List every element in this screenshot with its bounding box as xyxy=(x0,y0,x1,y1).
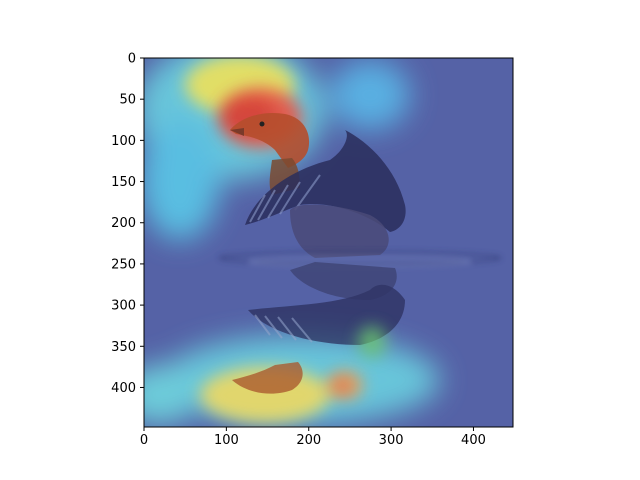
y-tick-label: 350 xyxy=(111,340,136,355)
x-axis: 0 100 200 300 400 xyxy=(140,427,486,448)
heatmap-image xyxy=(144,58,513,427)
y-tick-label: 0 xyxy=(128,52,136,67)
bird-body xyxy=(290,204,389,258)
bird-beak xyxy=(230,128,244,136)
y-tick-label: 400 xyxy=(111,381,136,396)
x-tick-label: 100 xyxy=(214,433,239,448)
y-tick-label: 250 xyxy=(111,257,136,272)
x-tick-label: 400 xyxy=(461,433,486,448)
reflection-head xyxy=(232,362,303,394)
bird-eye xyxy=(259,121,265,127)
y-tick-label: 200 xyxy=(111,216,136,231)
y-axis: 0 50 100 150 200 250 300 350 400 xyxy=(111,52,144,396)
reflection-feathers xyxy=(254,314,313,343)
x-tick-label: 0 xyxy=(140,433,148,448)
y-tick-label: 300 xyxy=(111,299,136,314)
bird-silhouette xyxy=(230,112,406,258)
y-tick-label: 100 xyxy=(111,134,136,149)
bird-feathers xyxy=(249,174,321,223)
axes-frame xyxy=(143,57,514,428)
reflection-heat-spots xyxy=(332,326,386,394)
x-tick-label: 200 xyxy=(296,433,321,448)
x-tick-label: 300 xyxy=(379,433,404,448)
y-tick-label: 50 xyxy=(119,93,136,108)
y-tick-label: 150 xyxy=(111,175,136,190)
bird-head xyxy=(230,112,310,168)
